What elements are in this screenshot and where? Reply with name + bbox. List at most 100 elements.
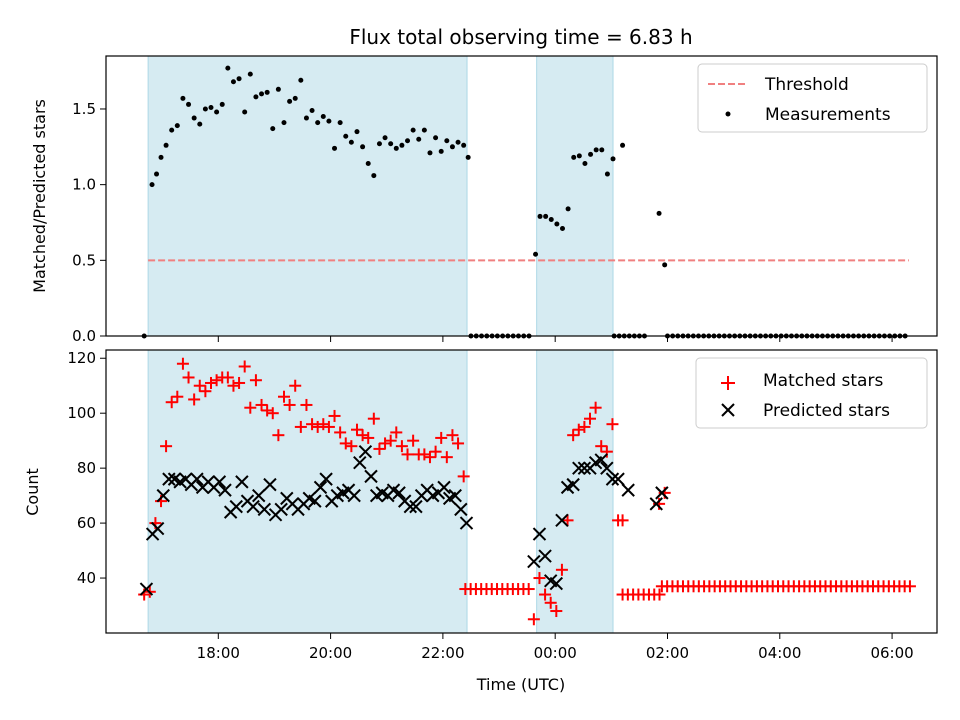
matched-point <box>238 360 251 373</box>
matched-point <box>176 357 189 370</box>
predicted-point <box>313 480 328 495</box>
predicted-point <box>621 483 635 497</box>
predicted-point <box>308 494 322 508</box>
matched-point <box>435 431 448 444</box>
top-shaded-regions <box>147 55 614 337</box>
chart-title: Flux total observing time = 6.83 h <box>349 25 692 49</box>
matched-point <box>350 423 363 436</box>
matched-point <box>429 445 442 458</box>
measurement-point <box>427 150 433 156</box>
matched-point <box>550 605 563 618</box>
matched-point <box>261 404 274 417</box>
measurement-point <box>287 98 293 104</box>
x-tick-label: 04:00 <box>758 644 801 662</box>
measurement-point <box>576 153 582 159</box>
matched-point <box>539 588 552 601</box>
matched-point <box>339 437 352 450</box>
predicted-point <box>549 576 564 591</box>
matched-point <box>561 514 574 527</box>
x-tick-label: 06:00 <box>870 644 913 662</box>
predicted-point <box>538 549 552 563</box>
y-tick-label: 80 <box>77 459 96 477</box>
y-tick-label: 0.0 <box>72 327 96 345</box>
legend-predicted-swatch <box>721 403 735 417</box>
measurement-point <box>449 144 455 150</box>
predicted-point <box>655 486 669 500</box>
predicted-point <box>274 502 288 517</box>
legend-threshold-label: Threshold <box>764 75 849 95</box>
measurement-point <box>219 101 225 107</box>
matched-point <box>182 371 195 384</box>
predicted-point <box>527 554 541 569</box>
measurement-point <box>438 148 444 154</box>
top-axes-frame <box>105 55 938 337</box>
bottom-y-axis-label: Count <box>23 468 42 516</box>
measurement-point <box>154 171 160 177</box>
measurement-point <box>565 206 571 212</box>
matched-point <box>255 398 268 411</box>
matched-point <box>446 429 459 442</box>
predicted-point <box>252 488 266 503</box>
measurement-point <box>186 101 192 107</box>
predicted-point <box>572 461 586 475</box>
predicted-point <box>190 472 204 486</box>
matched-point <box>160 440 173 453</box>
measurement-point <box>620 142 626 148</box>
measurement-point <box>298 77 304 83</box>
measurement-point <box>281 120 287 126</box>
predicted-point <box>162 472 176 486</box>
x-tick-label: 22:00 <box>421 644 464 662</box>
measurement-point <box>465 154 471 160</box>
x-axis-label: Time (UTC) <box>476 675 565 694</box>
measurement-point <box>332 145 338 151</box>
matched-point <box>294 420 307 433</box>
measurement-point <box>588 151 594 157</box>
measurement-point <box>320 114 326 120</box>
measurement-point <box>533 251 539 257</box>
measurement-point <box>444 138 450 144</box>
predicted-point <box>347 488 361 503</box>
matched-point <box>584 412 597 425</box>
matched-point <box>407 434 420 447</box>
measurement-point <box>399 142 405 148</box>
measurement-point <box>236 76 242 82</box>
bottom-x-ticks: 18:00 20:00 22:00 00:00 02:00 04:00 06:00 <box>197 633 914 662</box>
matched-point <box>457 470 470 483</box>
bottom-shaded-regions <box>147 349 614 634</box>
matched-stars-series <box>138 357 916 626</box>
matched-point <box>204 376 217 389</box>
matched-point <box>165 396 178 409</box>
predicted-point <box>218 483 232 497</box>
measurement-point <box>275 86 281 92</box>
bottom-y-ticks: 40 60 80 100 120 <box>67 349 106 587</box>
predicted-point <box>448 488 462 503</box>
predicted-point <box>555 513 569 528</box>
matched-point <box>418 448 431 461</box>
measurement-point <box>433 135 439 141</box>
predicted-point <box>532 527 547 541</box>
measurement-point <box>360 144 366 150</box>
legend-matched-swatch <box>721 376 735 390</box>
measurement-point <box>247 71 253 77</box>
measurement-point <box>393 145 399 151</box>
measurement-point <box>455 139 461 145</box>
predicted-point <box>257 502 272 517</box>
measurement-point <box>259 91 265 97</box>
matched-point <box>311 420 324 433</box>
measurement-point <box>253 94 259 100</box>
legend-matched-label: Matched stars <box>763 371 883 391</box>
matched-point <box>423 451 436 464</box>
x-tick-label: 02:00 <box>646 644 689 662</box>
y-tick-label: 0.5 <box>72 251 96 269</box>
matched-point <box>653 588 666 601</box>
matched-point <box>373 442 386 455</box>
measurement-point <box>554 221 560 227</box>
measurement-point <box>610 156 616 162</box>
predicted-point <box>212 475 227 489</box>
matched-point <box>522 583 535 596</box>
matched-point <box>606 418 619 431</box>
predicted-point <box>437 480 451 495</box>
predicted-point <box>577 461 592 475</box>
measurement-point <box>382 135 388 141</box>
